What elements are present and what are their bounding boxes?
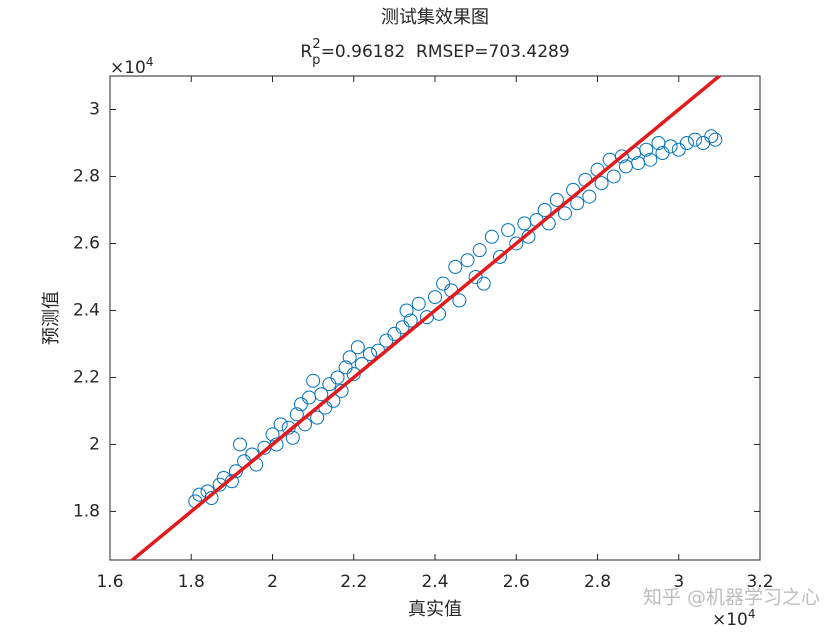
y-tick-label: 2.4 — [73, 300, 100, 320]
scatter-point — [708, 132, 723, 147]
scatter-point — [363, 347, 377, 362]
subtitle-r: R — [300, 42, 312, 62]
scatter-point — [549, 192, 564, 207]
scatter-point — [233, 437, 247, 452]
x-tick-label: 2.6 — [503, 572, 530, 592]
scatter-point — [342, 350, 357, 365]
y-exponent: ×104 — [110, 55, 154, 79]
plot-area — [129, 76, 723, 560]
x-tick-label: 2.4 — [421, 572, 448, 592]
x-exponent-power: 4 — [748, 607, 756, 621]
scatter-point — [314, 387, 329, 402]
scatter-point — [663, 139, 678, 154]
scatter-point — [273, 417, 288, 432]
scatter-point — [350, 340, 365, 355]
subtitle-sup: 2 — [312, 37, 320, 52]
scatter-point — [411, 296, 426, 311]
x-tick-label: 2 — [267, 572, 278, 592]
scatter-point — [285, 430, 300, 445]
scatter-point — [265, 427, 280, 442]
y-tick-label: 3 — [89, 99, 100, 119]
x-exponent-base: ×10 — [712, 610, 748, 630]
y-tick-label: 2 — [89, 434, 100, 454]
scatter-point — [460, 253, 475, 268]
chart-subtitle: Rp2=0.96182 RMSEP=703.4289 — [300, 37, 569, 68]
scatter-point — [509, 236, 524, 251]
x-tick-label: 3.2 — [746, 572, 773, 592]
x-axis-label: 真实值 — [408, 599, 462, 620]
scatter-point — [679, 135, 694, 150]
y-tick-label: 2.8 — [73, 166, 100, 186]
scatter-point — [537, 202, 552, 217]
scatter-point — [310, 410, 325, 425]
scatter-point — [493, 249, 507, 264]
scatter-point — [594, 176, 609, 191]
scatter-point — [428, 290, 442, 305]
y-exponent-base: ×10 — [110, 58, 146, 78]
subtitle-sub: p — [312, 53, 320, 68]
scatter-point — [570, 196, 585, 211]
scatter-point — [306, 373, 321, 388]
y-exponent-power: 4 — [146, 55, 154, 69]
scatter-point — [448, 259, 463, 274]
scatter-point — [688, 132, 702, 147]
scatter-point — [476, 276, 491, 291]
y-tick-label: 2.6 — [73, 233, 100, 253]
scatter-point — [403, 313, 418, 328]
scatter-point — [289, 407, 304, 422]
scatter-point — [704, 129, 719, 144]
x-tick-label: 2.8 — [584, 572, 611, 592]
subtitle-rest: =0.96182 RMSEP=703.4289 — [321, 42, 570, 62]
x-tick-label: 1.6 — [96, 572, 123, 592]
y-tick-label: 1.8 — [73, 501, 100, 521]
scatter-point — [558, 206, 572, 221]
scatter-point — [606, 169, 621, 184]
scatter-point — [484, 229, 499, 244]
scatter-point — [330, 370, 345, 385]
x-exponent: ×104 — [712, 607, 756, 631]
scatter-point — [501, 223, 516, 238]
scatter-point — [452, 293, 467, 308]
x-tick-label: 1.8 — [178, 572, 205, 592]
x-tick-label: 2.2 — [340, 572, 367, 592]
y-axis-label: 预测值 — [41, 291, 62, 345]
scatter-point — [643, 152, 658, 167]
scatter-point — [582, 189, 597, 204]
watermark: 知乎 @机器学习之心 — [643, 587, 820, 609]
scatter-point — [639, 142, 654, 157]
scatter-point — [399, 303, 414, 318]
y-tick-label: 2.2 — [73, 367, 100, 387]
x-tick-label: 3 — [673, 572, 684, 592]
scatter-point — [472, 243, 487, 258]
chart-title: 测试集效果图 — [381, 7, 489, 28]
reference-line — [129, 76, 723, 560]
